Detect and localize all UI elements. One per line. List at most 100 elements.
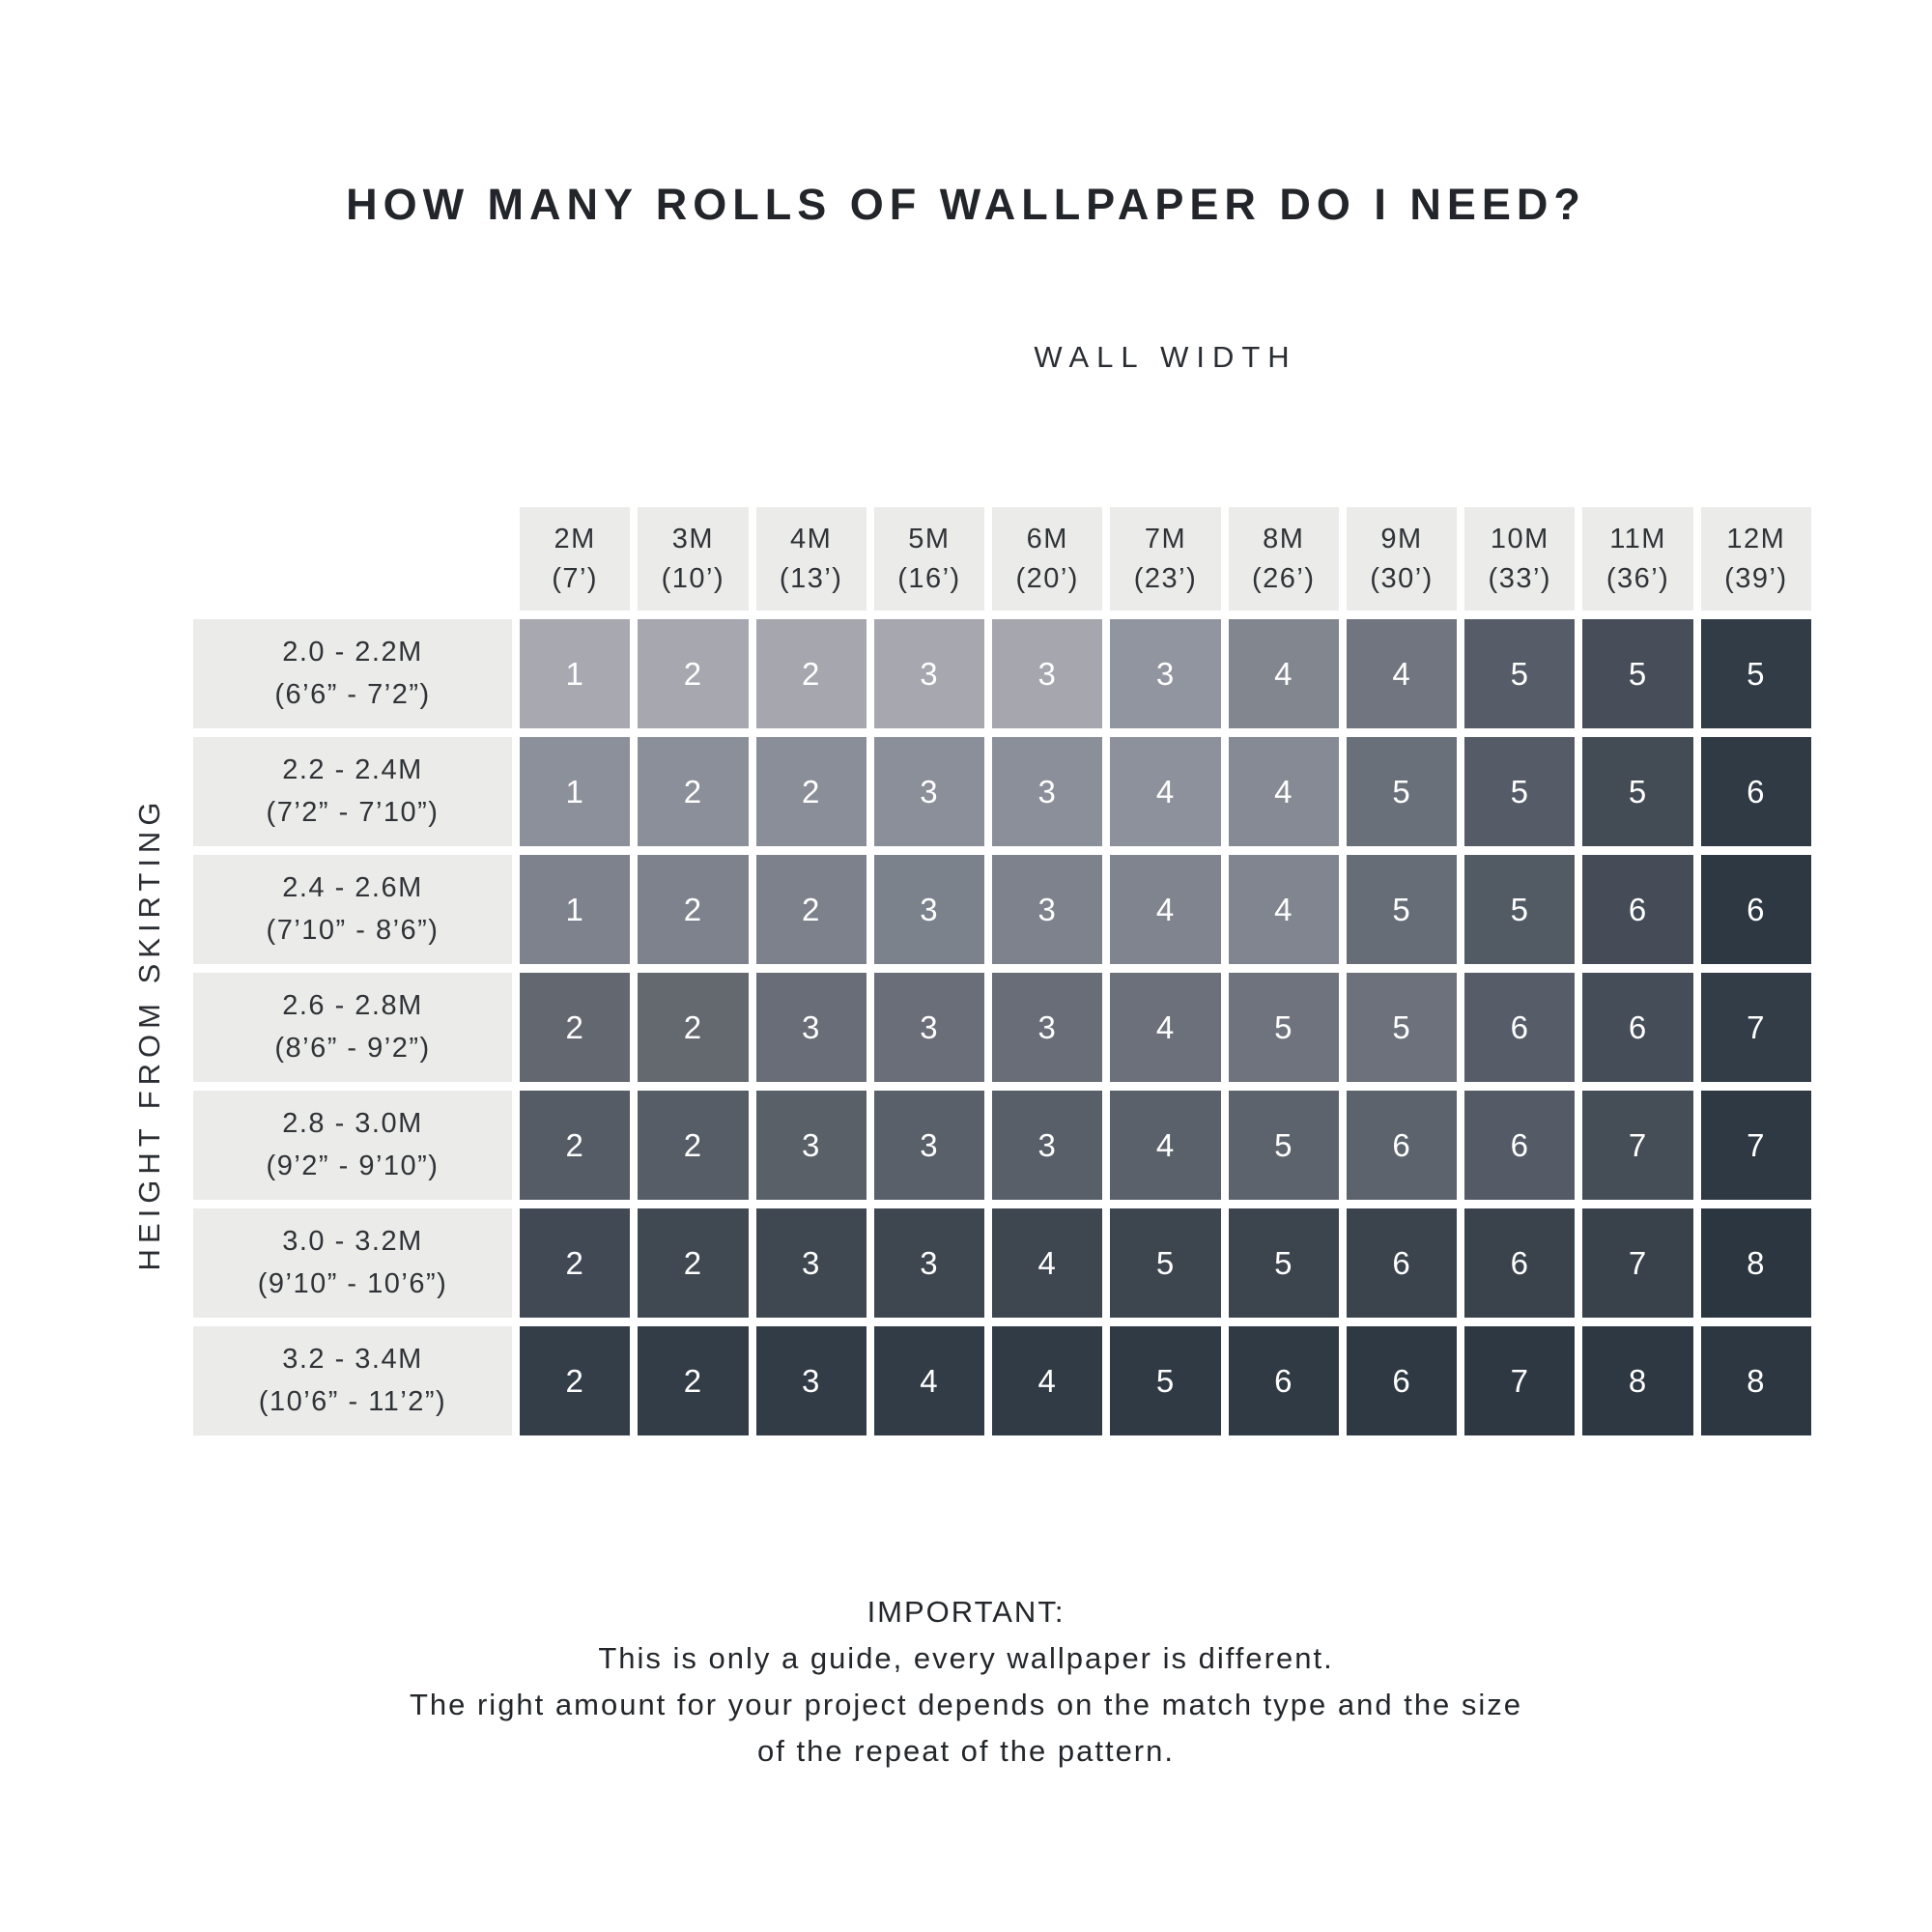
rolls-cell: 7 <box>1700 1091 1811 1200</box>
column-header-6m: 6M (20’) <box>992 507 1103 611</box>
rolls-cell: 3 <box>873 1208 985 1318</box>
grid-corner-spacer <box>193 507 512 611</box>
row-header-metric: 2.4 - 2.6M <box>282 872 423 903</box>
column-header-imperial: (39’) <box>1724 562 1788 594</box>
column-header-imperial: (36’) <box>1605 562 1670 594</box>
footer-heading: IMPORTANT: <box>867 1595 1065 1629</box>
rolls-cell: 8 <box>1582 1326 1693 1435</box>
rolls-cell: 4 <box>1346 619 1458 728</box>
rolls-cell: 3 <box>1110 619 1221 728</box>
rolls-cell: 3 <box>873 1091 985 1200</box>
row-header-metric: 3.0 - 3.2M <box>282 1226 423 1257</box>
row-header-imperial: (9’2” - 9’10”) <box>266 1150 440 1181</box>
row-header-0: 2.0 - 2.2M (6’6” - 7’2”) <box>193 619 512 728</box>
rolls-cell: 3 <box>992 619 1103 728</box>
row-header-6: 3.2 - 3.4M (10’6” - 11’2”) <box>193 1326 512 1435</box>
rolls-cell: 5 <box>1346 737 1458 846</box>
rolls-cell: 6 <box>1582 973 1693 1082</box>
column-header-8m: 8M (26’) <box>1228 507 1339 611</box>
column-header-imperial: (20’) <box>1015 562 1079 594</box>
column-header-metric: 9M <box>1380 523 1423 554</box>
row-header-5: 3.0 - 3.2M (9’10” - 10’6”) <box>193 1208 512 1318</box>
column-header-3m: 3M (10’) <box>638 507 749 611</box>
rolls-cell: 5 <box>1582 737 1693 846</box>
column-header-metric: 6M <box>1026 523 1068 554</box>
row-header-metric: 2.0 - 2.2M <box>282 637 423 668</box>
rolls-cell: 2 <box>520 1208 631 1318</box>
row-header-metric: 2.2 - 2.4M <box>282 754 423 785</box>
rolls-cell: 5 <box>1228 1208 1339 1318</box>
rolls-cell: 4 <box>1228 737 1339 846</box>
rolls-cell: 2 <box>755 855 867 964</box>
rolls-cell: 4 <box>1228 855 1339 964</box>
row-header-imperial: (10’6” - 11’2”) <box>258 1385 447 1417</box>
rolls-cell: 4 <box>873 1326 985 1435</box>
rolls-cell: 2 <box>638 619 749 728</box>
rolls-cell: 5 <box>1346 855 1458 964</box>
rolls-cell: 3 <box>992 973 1103 1082</box>
rolls-cell: 6 <box>1228 1326 1339 1435</box>
rolls-cell: 2 <box>520 973 631 1082</box>
rolls-cell: 5 <box>1464 855 1576 964</box>
rolls-cell: 3 <box>992 1091 1103 1200</box>
row-header-imperial: (8’6” - 9’2”) <box>274 1032 431 1064</box>
column-header-metric: 5M <box>908 523 951 554</box>
column-header-imperial: (7’) <box>552 562 599 594</box>
column-header-5m: 5M (16’) <box>873 507 985 611</box>
rolls-cell: 4 <box>1110 1091 1221 1200</box>
rolls-cell: 7 <box>1464 1326 1576 1435</box>
rolls-cell: 7 <box>1582 1208 1693 1318</box>
rolls-cell: 1 <box>520 737 631 846</box>
column-header-9m: 9M (30’) <box>1346 507 1458 611</box>
rolls-cell: 2 <box>638 1091 749 1200</box>
rolls-cell: 8 <box>1700 1208 1811 1318</box>
footer-line: This is only a guide, every wallpaper is… <box>598 1641 1334 1676</box>
rolls-cell: 5 <box>1464 619 1576 728</box>
column-header-10m: 10M (33’) <box>1464 507 1576 611</box>
rolls-cell: 2 <box>638 1326 749 1435</box>
column-header-imperial: (23’) <box>1133 562 1198 594</box>
rolls-cell: 2 <box>638 973 749 1082</box>
rolls-cell: 3 <box>755 1091 867 1200</box>
rolls-cell: 5 <box>1700 619 1811 728</box>
rolls-cell: 3 <box>755 973 867 1082</box>
row-header-imperial: (7’2” - 7’10”) <box>266 796 440 828</box>
column-header-imperial: (30’) <box>1370 562 1434 594</box>
rolls-cell: 3 <box>992 855 1103 964</box>
rolls-cell: 7 <box>1582 1091 1693 1200</box>
column-header-imperial: (10’) <box>661 562 725 594</box>
rolls-cell: 4 <box>1110 855 1221 964</box>
rolls-cell: 1 <box>520 855 631 964</box>
column-header-4m: 4M (13’) <box>755 507 867 611</box>
rolls-cell: 5 <box>1228 973 1339 1082</box>
rolls-cell: 3 <box>755 1326 867 1435</box>
rolls-cell: 6 <box>1346 1091 1458 1200</box>
rolls-cell: 8 <box>1700 1326 1811 1435</box>
column-header-metric: 12M <box>1726 523 1786 554</box>
rolls-cell: 5 <box>1110 1208 1221 1318</box>
rolls-cell: 5 <box>1228 1091 1339 1200</box>
rolls-cell: 5 <box>1464 737 1576 846</box>
row-header-metric: 2.6 - 2.8M <box>282 990 423 1021</box>
row-header-2: 2.4 - 2.6M (7’10” - 8’6”) <box>193 855 512 964</box>
rolls-cell: 2 <box>755 619 867 728</box>
rolls-cell: 4 <box>1110 973 1221 1082</box>
rolls-cell: 2 <box>638 855 749 964</box>
rolls-cell: 2 <box>520 1091 631 1200</box>
rolls-cell: 4 <box>992 1326 1103 1435</box>
row-header-metric: 2.8 - 3.0M <box>282 1108 423 1139</box>
column-header-7m: 7M (23’) <box>1110 507 1221 611</box>
column-header-metric: 7M <box>1144 523 1187 554</box>
row-axis-label: HEIGHT FROM SKIRTING <box>132 796 166 1271</box>
rolls-cell: 3 <box>873 855 985 964</box>
rolls-cell: 5 <box>1582 619 1693 728</box>
rolls-cell: 6 <box>1700 737 1811 846</box>
row-header-1: 2.2 - 2.4M (7’2” - 7’10”) <box>193 737 512 846</box>
rolls-cell: 5 <box>1346 973 1458 1082</box>
page-title: HOW MANY ROLLS OF WALLPAPER DO I NEED? <box>346 180 1586 229</box>
rolls-cell: 6 <box>1700 855 1811 964</box>
rolls-cell: 2 <box>638 1208 749 1318</box>
column-axis-label: WALL WIDTH <box>1034 340 1297 374</box>
row-header-4: 2.8 - 3.0M (9’2” - 9’10”) <box>193 1091 512 1200</box>
rolls-cell: 6 <box>1464 1091 1576 1200</box>
